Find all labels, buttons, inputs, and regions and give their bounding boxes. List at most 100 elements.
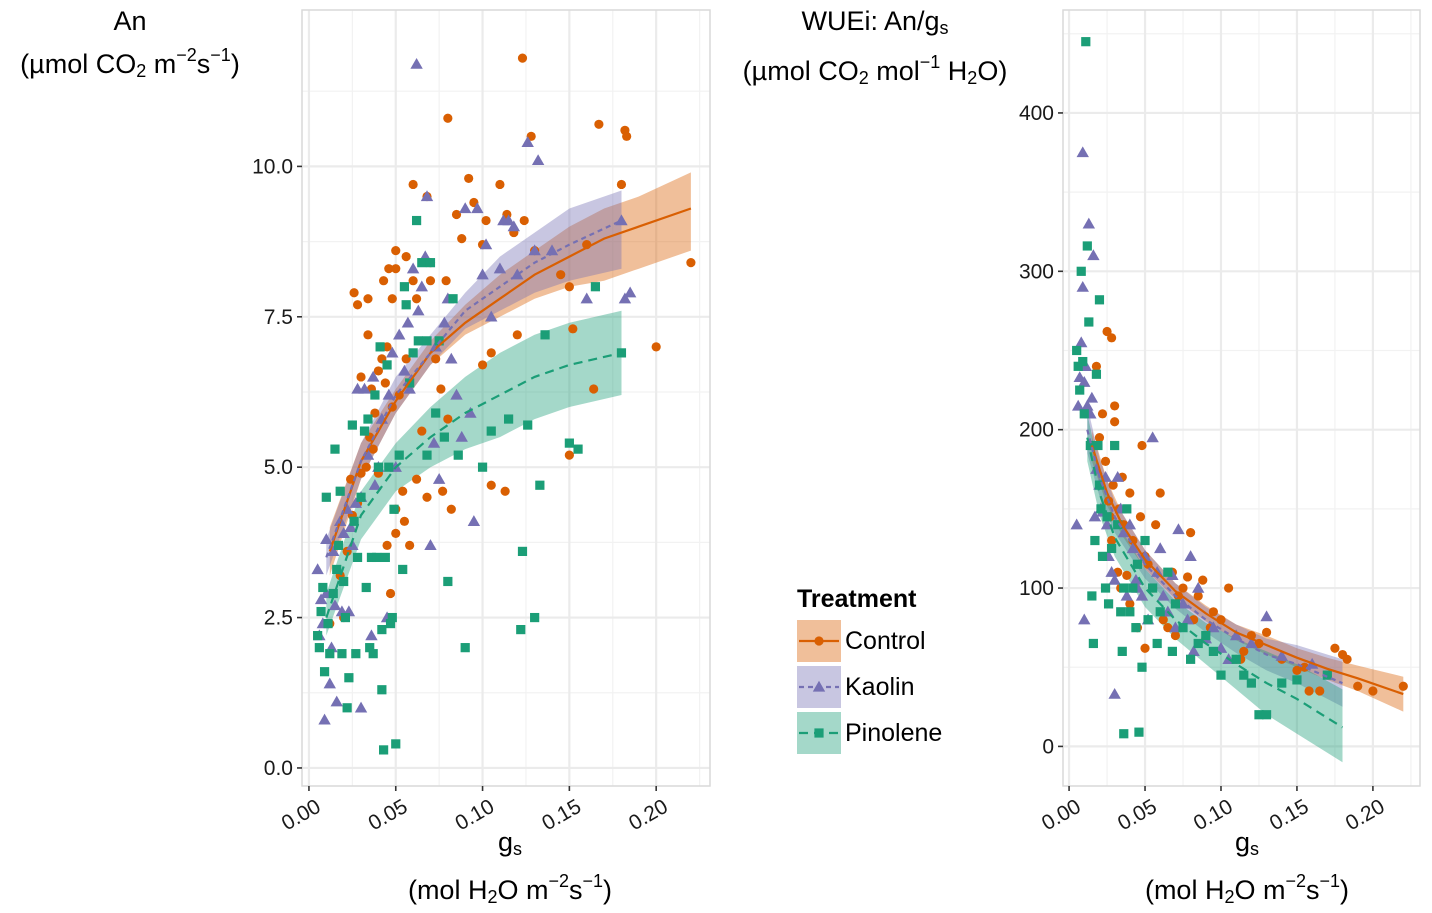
point-control <box>1140 643 1150 653</box>
point-kaolin <box>1120 589 1134 601</box>
point-pinolene <box>368 649 378 659</box>
point-control <box>1315 686 1325 696</box>
point-kaolin <box>1260 610 1273 622</box>
point-kaolin <box>1085 391 1099 403</box>
point-kaolin <box>366 370 380 382</box>
point-pinolene <box>422 450 432 460</box>
point-control <box>1299 662 1310 672</box>
point-pinolene <box>342 703 352 713</box>
point-pinolene <box>1076 266 1086 276</box>
point-pinolene <box>385 618 396 629</box>
point-pinolene <box>530 612 540 623</box>
point-kaolin <box>320 533 333 545</box>
point-pinolene <box>377 685 387 695</box>
point-kaolin <box>531 154 545 166</box>
point-control <box>384 264 394 274</box>
point-control <box>370 408 380 418</box>
point-control <box>1158 615 1168 625</box>
point-control <box>1223 583 1234 593</box>
point-pinolene <box>1088 638 1098 649</box>
legend-label-pinolene: Pinolene <box>845 718 943 747</box>
point-control <box>408 276 418 286</box>
point-pinolene <box>1110 440 1120 451</box>
point-pinolene <box>372 552 382 563</box>
point-kaolin <box>323 677 336 689</box>
point-pinolene <box>1094 480 1105 490</box>
point-control <box>391 528 401 538</box>
point-control <box>1097 409 1108 419</box>
point-kaolin <box>1187 645 1200 657</box>
point-pinolene <box>425 258 436 268</box>
point-pinolene <box>1155 607 1165 617</box>
point-pinolene <box>486 426 496 436</box>
point-pinolene <box>323 618 333 629</box>
point-kaolin <box>432 473 446 484</box>
point-control <box>382 342 392 352</box>
point-pinolene <box>564 438 574 448</box>
point-kaolin <box>1275 649 1288 661</box>
point-control <box>446 504 456 514</box>
y-tick-label: 5.0 <box>264 456 293 479</box>
point-control <box>363 294 373 304</box>
point-control <box>616 179 627 190</box>
point-kaolin <box>1111 470 1124 482</box>
point-pinolene <box>340 612 351 623</box>
panel-border <box>1062 9 1421 787</box>
point-pinolene <box>1128 583 1138 593</box>
point-pinolene <box>1119 729 1129 739</box>
point-pinolene <box>1239 670 1249 680</box>
point-control <box>481 215 491 226</box>
point-control <box>349 288 359 298</box>
figure: 0.02.55.07.510.00.00 0.05 0.10 0.15 0.20 010… <box>252 9 1421 835</box>
right-x-axis-label: gs (mol H2O m−2s−1) <box>1097 826 1397 913</box>
point-kaolin <box>1087 249 1100 261</box>
grid-lines <box>1063 10 1420 786</box>
point-control <box>1182 572 1193 582</box>
point-pinolene <box>1134 727 1144 737</box>
point-kaolin <box>330 695 343 707</box>
point-pinolene <box>448 294 458 304</box>
point-pinolene <box>1097 551 1108 561</box>
point-control <box>1125 599 1135 609</box>
point-pinolene <box>1277 678 1287 688</box>
point-kaolin <box>1070 518 1083 530</box>
y-tick-label: 300 <box>1019 260 1054 283</box>
point-pinolene <box>370 390 380 400</box>
point-kaolin <box>382 388 396 400</box>
point-control <box>1261 627 1272 637</box>
point-pinolene <box>1152 638 1162 649</box>
point-control <box>408 179 418 190</box>
point-control <box>495 179 505 190</box>
point-kaolin <box>401 316 415 328</box>
left-x-label-line2: (mol H2O m−2s−1) <box>407 871 613 907</box>
point-control <box>1151 520 1161 530</box>
legend: Treatment Control Kaolin Pinolene <box>797 585 977 756</box>
point-control <box>457 233 467 244</box>
point-pinolene <box>361 582 371 593</box>
point-kaolin <box>1172 523 1185 535</box>
point-pinolene <box>365 643 375 653</box>
fit-line-pinolene <box>1086 437 1344 729</box>
point-pinolene <box>1246 678 1256 688</box>
point-control <box>422 492 432 502</box>
point-pinolene <box>349 516 359 526</box>
point-pinolene <box>1100 583 1111 593</box>
point-kaolin <box>1207 621 1220 633</box>
legend-item-control: Control <box>797 618 977 664</box>
point-pinolene <box>330 444 340 454</box>
point-kaolin <box>1129 573 1143 585</box>
point-kaolin <box>328 599 342 611</box>
point-kaolin <box>427 436 441 448</box>
point-pinolene <box>1208 646 1218 656</box>
point-pinolene <box>1107 543 1117 554</box>
point-kaolin <box>528 244 541 256</box>
ribbon-kaolin <box>1087 405 1343 707</box>
point-kaolin <box>493 262 507 274</box>
point-kaolin <box>464 406 477 418</box>
point-pinolene <box>1143 615 1153 625</box>
point-control <box>477 360 488 370</box>
point-control <box>1186 528 1196 538</box>
point-control <box>417 426 427 436</box>
point-pinolene <box>590 282 601 292</box>
